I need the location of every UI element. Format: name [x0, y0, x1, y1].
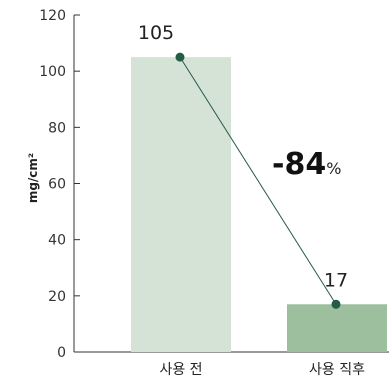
axes: 0 20 40 60 80 100 120	[39, 8, 389, 361]
change-unit: %	[326, 159, 341, 178]
y-tick-label: 20	[48, 289, 66, 305]
y-tick-label: 0	[57, 345, 66, 361]
bar	[131, 57, 231, 352]
x-tick-label: 사용 전	[159, 362, 202, 378]
data-label: 105	[138, 22, 174, 44]
change-value: -84	[272, 147, 326, 182]
y-tick-label: 80	[48, 120, 66, 136]
y-tick-label: 120	[39, 8, 66, 24]
bar	[287, 304, 387, 352]
data-point	[175, 52, 185, 62]
connector-line: 105 17	[138, 22, 348, 309]
data-point	[331, 299, 341, 309]
y-axis-label: mg/cm²	[26, 153, 40, 203]
connector-segment	[179, 56, 337, 305]
y-tick-label: 40	[48, 233, 66, 249]
data-label: 17	[324, 269, 348, 291]
change-annotation: -84%	[272, 147, 341, 182]
y-tick-label: 60	[48, 177, 66, 193]
bars: 사용 전 사용 직후	[131, 57, 387, 378]
x-tick-label: 사용 직후	[309, 362, 365, 378]
y-tick-label: 100	[39, 64, 66, 80]
